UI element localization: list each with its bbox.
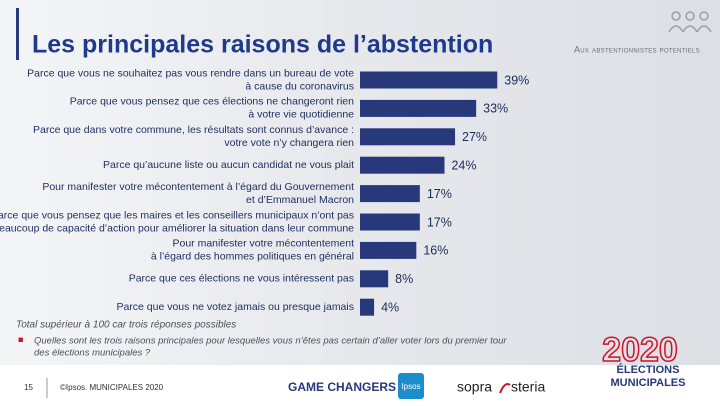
icon-people — [668, 11, 712, 33]
logo-year: 2020 — [602, 331, 678, 369]
question-line: Quelles sont les trois raisons principal… — [34, 336, 507, 347]
category-label: beaucoup de capacité d’action pour améli… — [0, 222, 354, 234]
bar — [360, 213, 420, 231]
page-number: 15 — [24, 383, 33, 392]
category-label: Parce que ces élections ne vous intéress… — [129, 273, 354, 285]
value-label: 33% — [483, 102, 508, 116]
bar — [360, 128, 456, 146]
bar — [360, 156, 445, 174]
subtitle: Aux abstentionnistes potentiels — [574, 44, 700, 54]
value-label: 4% — [381, 300, 399, 314]
value-label: 17% — [427, 215, 452, 229]
category-label: votre vote n’y changera rien — [224, 137, 354, 149]
value-label: 8% — [395, 272, 413, 286]
category-label: Parce que vous pensez que les maires et … — [0, 209, 354, 221]
bar — [360, 241, 417, 259]
bar — [360, 270, 389, 288]
bar-chart: Parce que vous ne souhaitez pas vous ren… — [0, 67, 529, 316]
value-label: 27% — [462, 130, 487, 144]
value-label: 17% — [427, 187, 452, 201]
category-label: Parce que vous ne souhaitez pas vous ren… — [27, 67, 354, 79]
steria: steria — [511, 379, 545, 395]
sopra-swoosh — [499, 383, 511, 394]
title: Les principales raisons de l’abstention — [32, 31, 493, 59]
logo-elections: ÉLECTIONS — [617, 363, 680, 376]
category-label: Parce que vous pensez que ces élections … — [70, 96, 354, 108]
sopra: sopra — [457, 379, 492, 395]
bullet: ■ — [18, 334, 23, 344]
category-label: à cause du coronavirus — [245, 80, 354, 92]
logo-municipales: MUNICIPALES — [611, 377, 686, 389]
bar — [360, 185, 420, 203]
category-label: Pour manifester votre mécontentement à l… — [42, 181, 354, 193]
category-label: et d’Emmanuel Macron — [246, 194, 354, 206]
category-label: Parce que dans votre commune, les résult… — [33, 124, 354, 136]
category-label: Pour manifester votre mécontentement — [172, 238, 354, 250]
accent-bar — [16, 8, 19, 60]
ipsos-text: Ipsos — [401, 382, 420, 391]
copyright: ©Ipsos. MUNICIPALES 2020 — [60, 383, 164, 392]
value-label: 16% — [423, 244, 448, 258]
footer-band — [0, 365, 720, 406]
bar — [360, 298, 375, 316]
category-label: Parce que vous ne votez jamais ou presqu… — [116, 301, 354, 313]
category-label: Parce qu’aucune liste ou aucun candidat … — [103, 159, 354, 171]
question-line: des élections municipales ? — [34, 348, 151, 359]
value-label: 24% — [451, 158, 476, 172]
ipsos-logo — [398, 373, 424, 399]
game-changers: GAME CHANGERS — [288, 380, 396, 394]
total-note: Total supérieur à 100 car trois réponses… — [16, 320, 236, 331]
bar — [360, 71, 498, 89]
bar — [360, 99, 477, 117]
category-label: à votre vie quotidienne — [248, 109, 354, 121]
category-label: à l’égard des hommes politiques en génér… — [151, 251, 354, 263]
value-label: 39% — [504, 73, 529, 87]
